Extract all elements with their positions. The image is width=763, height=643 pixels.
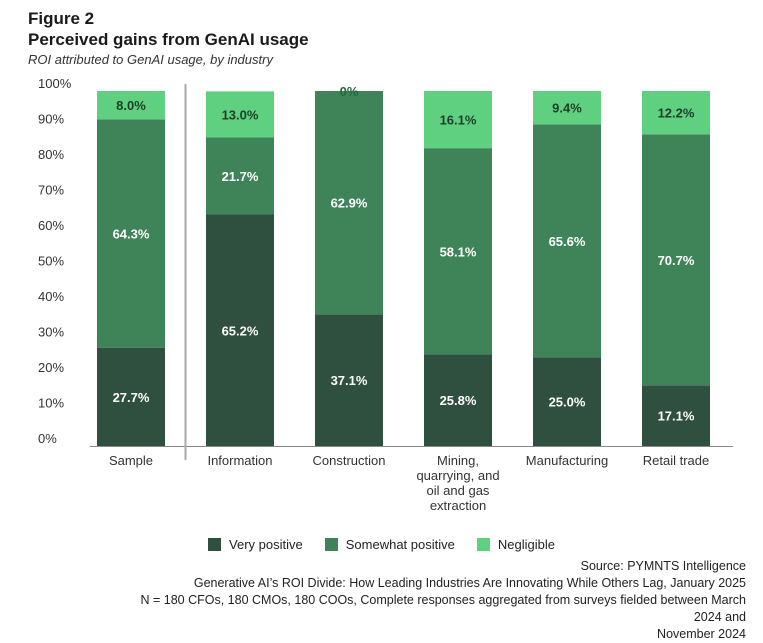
sample-note: N = 180 CFOs, 180 CMOs, 180 COOs, Comple… bbox=[140, 593, 747, 624]
bar-segment-negligible bbox=[424, 91, 492, 149]
data-label: 13.0% bbox=[222, 107, 259, 122]
data-label: 65.6% bbox=[549, 234, 586, 249]
bar-segment-negligible bbox=[533, 91, 601, 125]
bar-segment-very-positive bbox=[97, 347, 165, 446]
bar-segment-very-positive bbox=[424, 354, 492, 446]
legend-swatch-negligible bbox=[476, 538, 490, 551]
x-tick-label: Manufacturing bbox=[526, 453, 608, 468]
bar-segment-very-positive bbox=[315, 314, 383, 446]
data-label: 27.7% bbox=[113, 390, 150, 405]
data-label: 58.1% bbox=[440, 244, 477, 259]
bar-segment-somewhat-positive bbox=[424, 148, 492, 355]
legend-label-somewhat-positive: Somewhat positive bbox=[345, 537, 455, 552]
data-label: 64.3% bbox=[113, 227, 150, 242]
data-label: 17.1% bbox=[658, 409, 695, 424]
data-label: 25.8% bbox=[440, 393, 477, 408]
x-tick-label: quarrying, and bbox=[416, 468, 499, 483]
chart-legend: Very positive Somewhat positive Negligib… bbox=[0, 537, 763, 552]
data-label: 25.0% bbox=[549, 395, 586, 410]
legend-item-somewhat-positive: Somewhat positive bbox=[324, 537, 455, 552]
y-tick-label: 70% bbox=[38, 183, 64, 198]
legend-label-very-positive: Very positive bbox=[229, 537, 303, 552]
y-tick-label: 0% bbox=[38, 431, 57, 446]
y-tick-label: 20% bbox=[38, 360, 64, 375]
bar-segment-somewhat-positive bbox=[642, 134, 710, 386]
data-label: 65.2% bbox=[222, 323, 259, 338]
data-label: 0% bbox=[340, 84, 359, 99]
bar-segment-very-positive bbox=[533, 357, 601, 446]
sample-note-continued: November 2024 bbox=[657, 627, 746, 641]
report-note: Generative AI’s ROI Divide: How Leading … bbox=[193, 576, 746, 590]
bar-segment-negligible bbox=[97, 91, 165, 120]
y-tick-label: 100% bbox=[38, 76, 72, 91]
y-tick-label: 80% bbox=[38, 147, 64, 162]
source-note: Source: PYMNTS Intelligence bbox=[580, 559, 746, 573]
data-label: 62.9% bbox=[331, 196, 368, 211]
data-label: 21.7% bbox=[222, 169, 259, 184]
legend-swatch-very-positive bbox=[208, 538, 222, 551]
x-tick-label: Retail trade bbox=[643, 453, 709, 468]
data-label: 8.0% bbox=[116, 98, 146, 113]
x-tick-label: extraction bbox=[430, 498, 486, 513]
y-tick-label: 90% bbox=[38, 112, 64, 127]
data-label: 37.1% bbox=[331, 373, 368, 388]
figure-label: Figure 2 bbox=[28, 9, 95, 28]
chart-notes: Source: PYMNTS Intelligence Generative A… bbox=[126, 558, 747, 643]
y-tick-label: 10% bbox=[38, 396, 64, 411]
y-tick-label: 40% bbox=[38, 289, 64, 304]
y-tick-label: 30% bbox=[38, 325, 64, 340]
y-tick-label: 60% bbox=[38, 218, 64, 233]
x-tick-label: oil and gas bbox=[427, 483, 490, 498]
legend-swatch-somewhat-positive bbox=[324, 538, 338, 551]
data-label: 9.4% bbox=[552, 101, 582, 116]
data-label: 12.2% bbox=[658, 106, 695, 121]
bar-segment-negligible bbox=[642, 91, 710, 135]
legend-item-very-positive: Very positive bbox=[208, 537, 303, 552]
bar-segment-somewhat-positive bbox=[206, 137, 274, 215]
legend-label-negligible: Negligible bbox=[497, 537, 555, 552]
y-tick-label: 50% bbox=[38, 254, 64, 269]
bar-segment-somewhat-positive bbox=[97, 119, 165, 348]
data-label: 16.1% bbox=[440, 113, 477, 128]
bar-segment-very-positive bbox=[206, 214, 274, 446]
bar-segment-somewhat-positive bbox=[315, 91, 383, 315]
x-tick-label: Mining, bbox=[437, 453, 479, 468]
x-tick-label: Sample bbox=[109, 453, 153, 468]
bar-segment-somewhat-positive bbox=[533, 124, 601, 358]
chart-title: Perceived gains from GenAI usage bbox=[28, 30, 309, 49]
x-tick-label: Information bbox=[207, 453, 272, 468]
stacked-bar-chart: 0% 10% 20% 30% 40% 50% 60% 70% 80% 90% 100% 27.7% 64… bbox=[38, 76, 733, 513]
data-label: 70.7% bbox=[658, 253, 695, 268]
chart-subtitle: ROI attributed to GenAI usage, by indust… bbox=[28, 52, 273, 67]
bar-segment-negligible bbox=[206, 91, 274, 138]
legend-item-negligible: Negligible bbox=[476, 537, 555, 552]
x-tick-label: Construction bbox=[313, 453, 386, 468]
bar-segment-very-positive bbox=[642, 385, 710, 446]
